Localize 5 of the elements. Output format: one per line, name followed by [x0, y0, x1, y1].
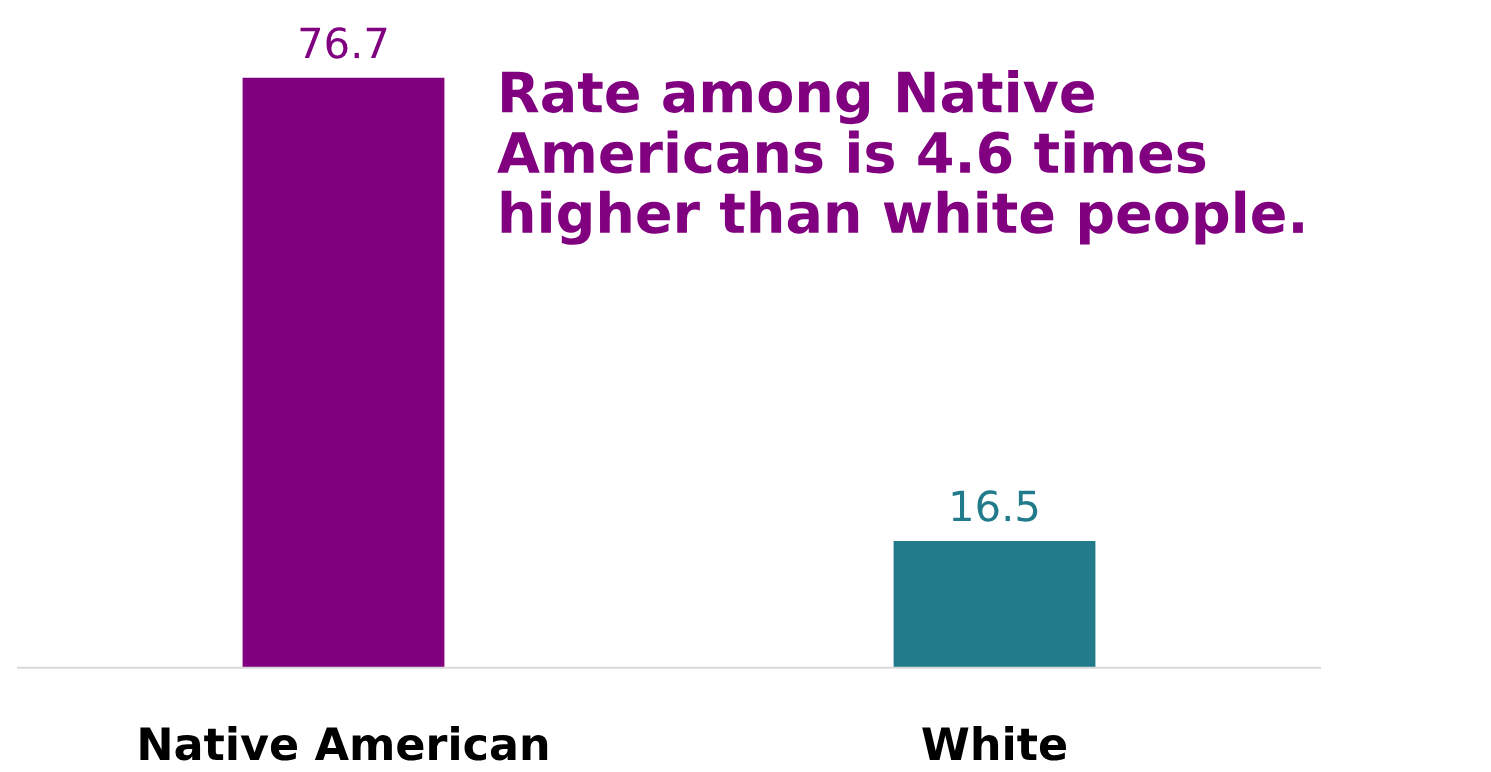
data-label: 16.5: [952, 490, 1038, 522]
data-label: 76.7: [300, 27, 387, 59]
x-tick-label: White: [922, 726, 1066, 761]
annotation: Rate among Native Americans is 4.6 times higher than white people.: [497, 70, 1303, 245]
x-tick-label: Native American: [140, 726, 548, 761]
